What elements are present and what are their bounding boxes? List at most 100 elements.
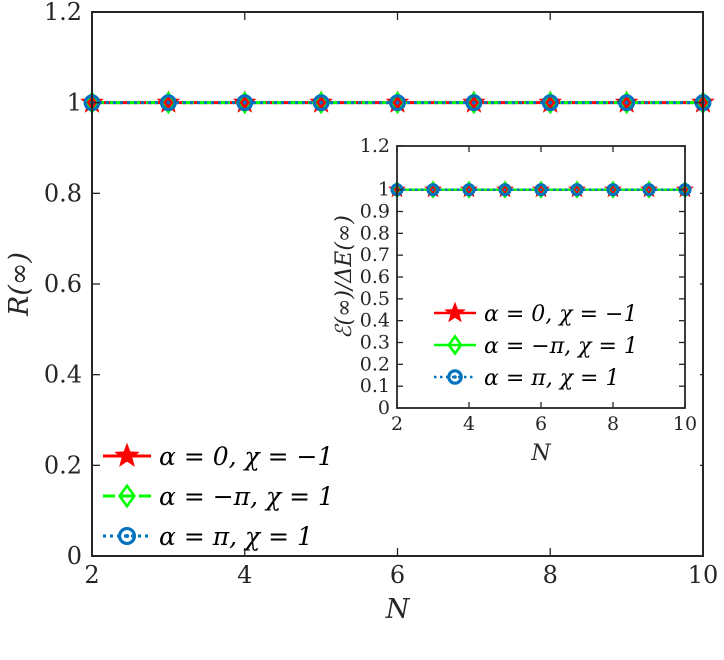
y-tick-label: 0.9 (360, 201, 390, 223)
marker-ring (618, 94, 636, 112)
marker-ring (570, 183, 584, 197)
x-axis-label: N (530, 441, 551, 466)
legend-label: α = π, χ = 1 (159, 522, 313, 551)
marker-dot (166, 100, 171, 105)
y-tick-label: 1 (378, 179, 390, 201)
x-tick-label: 8 (607, 413, 619, 435)
x-tick-label: 2 (84, 561, 99, 589)
data-point (570, 183, 584, 197)
legend-marker (447, 369, 463, 385)
marker-dot (539, 188, 543, 192)
y-tick-label: 0.2 (44, 451, 82, 479)
x-tick-label: 10 (673, 413, 697, 435)
x-tick-label: 2 (391, 413, 403, 435)
data-point (498, 183, 512, 197)
marker-ring (447, 369, 463, 385)
y-tick-label: 1.2 (44, 0, 82, 26)
legend-item: α = π, χ = 1 (103, 522, 313, 551)
legend-label: α = π, χ = 1 (484, 366, 619, 391)
marker-ring (159, 94, 177, 112)
marker-dot (575, 188, 579, 192)
marker-dot (503, 188, 507, 192)
legend: α = 0, χ = −1 α = −π, χ = 1 α = π, χ = 1 (103, 442, 334, 551)
y-tick-label: 0.6 (44, 270, 82, 298)
legend-marker (118, 483, 136, 509)
marker-ring (465, 94, 483, 112)
data-point (534, 183, 548, 197)
legend-label: α = 0, χ = −1 (159, 442, 333, 471)
legend-item: α = π, χ = 1 (434, 366, 619, 391)
marker-dot (647, 188, 651, 192)
marker-ring (312, 94, 330, 112)
marker-ring (534, 183, 548, 197)
marker-ring (117, 526, 137, 546)
x-axis-label: N (385, 594, 411, 625)
y-axis-label: R(∞) (4, 252, 35, 317)
marker-dot (624, 100, 629, 105)
marker-dot (242, 100, 247, 105)
y-tick-label: 0.4 (44, 361, 82, 389)
legend-label: α = −π, χ = 1 (159, 482, 334, 511)
y-tick-label: 0.8 (360, 222, 390, 244)
marker-dot (611, 188, 615, 192)
marker-dot (124, 533, 130, 539)
data-point (312, 94, 330, 112)
legend-marker (114, 442, 140, 467)
y-tick-label: 0.3 (360, 332, 390, 354)
marker-dot (395, 100, 400, 105)
marker-ring (498, 183, 512, 197)
y-tick-label: 1.2 (360, 135, 390, 157)
marker-ring (236, 94, 254, 112)
legend-item: α = 0, χ = −1 (434, 301, 637, 327)
data-point (618, 94, 636, 112)
marker-ring (606, 183, 620, 197)
x-tick-label: 6 (535, 413, 547, 435)
marker-ring (426, 183, 440, 197)
legend-item: α = −π, χ = 1 (434, 334, 638, 359)
legend-item: α = 0, χ = −1 (103, 442, 333, 471)
legend-marker (447, 334, 463, 356)
marker-ring (541, 94, 559, 112)
x-tick-label: 8 (543, 561, 558, 589)
marker-dot (431, 188, 435, 192)
y-tick-label: 0 (378, 397, 390, 419)
y-tick-label: 0.1 (360, 375, 390, 397)
y-tick-label: 0.5 (360, 288, 390, 310)
marker-dot (453, 375, 457, 379)
y-tick-label: 0 (67, 542, 82, 570)
inset-plot: 2 4 6 8 10 00.10.20.30.40.50.60.70.80.91 1.2 N ℰ… (330, 132, 700, 484)
data-point (642, 183, 656, 197)
marker-dot (548, 100, 553, 105)
y-tick-label: 0.4 (360, 310, 390, 332)
data-point (462, 183, 476, 197)
marker-dot (467, 188, 471, 192)
data-point (465, 94, 483, 112)
data-point (389, 94, 406, 112)
legend: α = 0, χ = −1 α = −π, χ = 1 α = π, χ = 1 (434, 301, 638, 391)
legend-marker (117, 526, 137, 546)
legend-item: α = −π, χ = 1 (103, 482, 334, 511)
x-tick-label: 4 (463, 413, 475, 435)
x-tick-label: 6 (390, 561, 405, 589)
y-tick-label: 0.6 (360, 266, 390, 288)
y-axis-label: ℰ(∞)/ΔE(∞) (332, 215, 357, 339)
y-tick-label: 1 (67, 89, 82, 117)
data-point (541, 94, 559, 112)
marker-ring (642, 183, 656, 197)
legend-marker (444, 301, 466, 323)
x-tick-label: 10 (688, 561, 719, 589)
y-tick-label: 0.7 (360, 244, 390, 266)
marker-dot (471, 100, 476, 105)
data-point (236, 94, 254, 112)
y-tick-label: 0.2 (360, 353, 390, 375)
marker-ring (389, 94, 406, 112)
data-point (426, 183, 440, 197)
x-tick-label: 4 (237, 561, 252, 589)
legend-label: α = 0, χ = −1 (484, 302, 637, 327)
y-tick-label: 0.8 (44, 179, 82, 207)
marker-dot (319, 100, 324, 105)
data-point (159, 94, 177, 112)
data-point (606, 183, 620, 197)
legend-label: α = −π, χ = 1 (484, 334, 638, 359)
